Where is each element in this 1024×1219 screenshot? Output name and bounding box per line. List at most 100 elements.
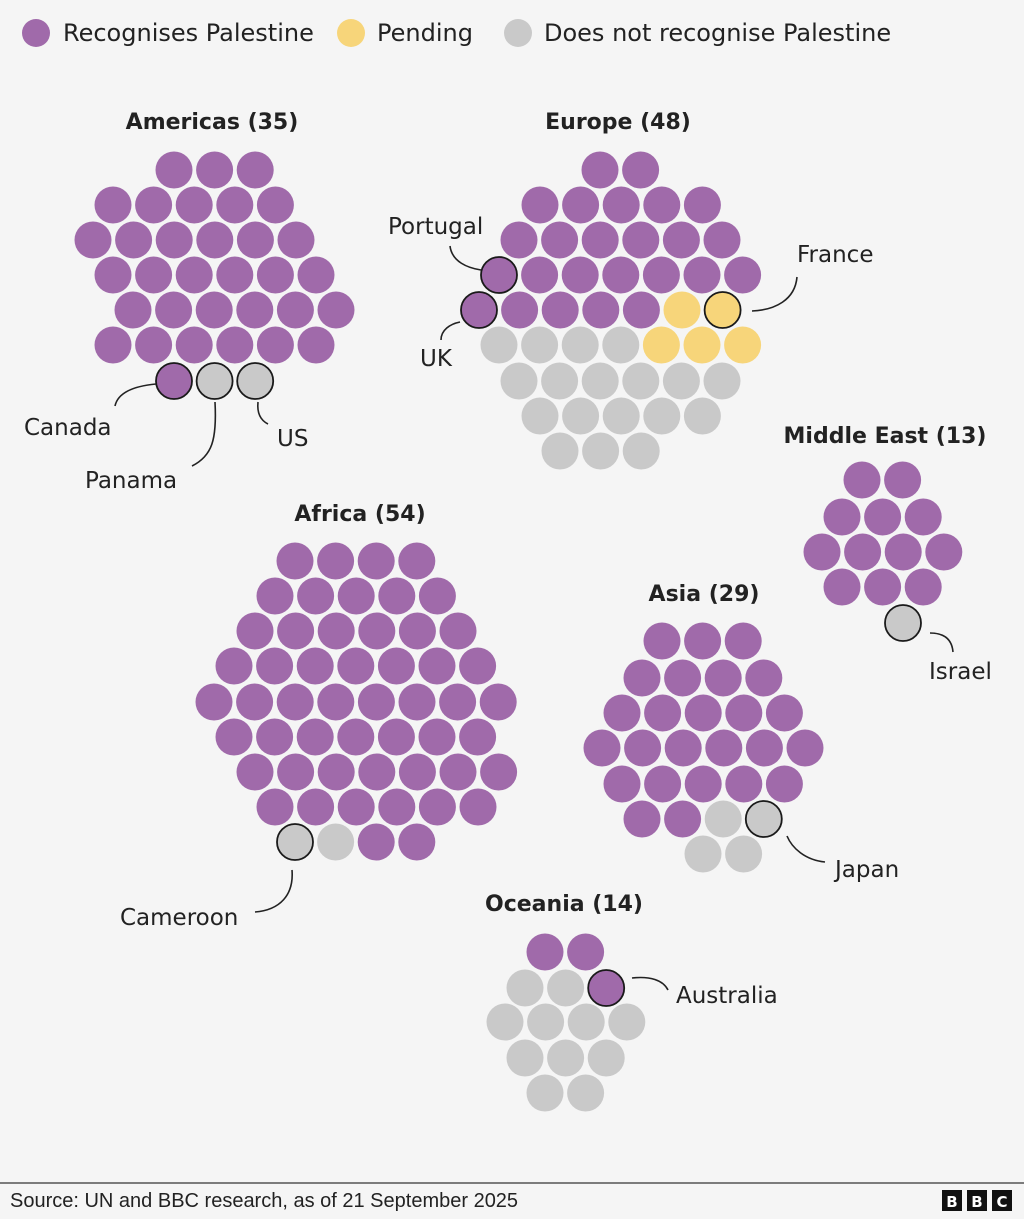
country-dot-recognises bbox=[337, 647, 375, 685]
country-dot-recognises bbox=[337, 788, 375, 826]
country-dot-recognises bbox=[357, 823, 395, 861]
country-dot-recognises bbox=[864, 568, 902, 606]
country-dot-recognises bbox=[296, 647, 334, 685]
label-us: US bbox=[277, 426, 308, 452]
country-dot-recognises bbox=[317, 291, 355, 329]
country-dot-recognises bbox=[581, 221, 619, 259]
country-dot-recognises bbox=[256, 647, 294, 685]
country-dot-recognises bbox=[378, 788, 416, 826]
country-dot-not-recognise bbox=[704, 800, 742, 838]
country-dot-recognises bbox=[398, 753, 436, 791]
region-title: Europe (48) bbox=[545, 110, 691, 135]
region-europe: Europe (48) bbox=[460, 110, 762, 470]
country-dot-recognises bbox=[277, 753, 315, 791]
country-dot-not-recognise bbox=[500, 362, 538, 400]
country-dot-uk bbox=[460, 291, 498, 329]
country-dot-recognises bbox=[705, 729, 743, 767]
country-dot-recognises bbox=[623, 659, 661, 697]
label-australia: Australia bbox=[676, 983, 778, 1009]
country-dot-recognises bbox=[236, 612, 274, 650]
country-dot-recognises bbox=[724, 256, 762, 294]
country-dot-recognises bbox=[357, 542, 395, 580]
country-dot-recognises bbox=[521, 256, 559, 294]
country-dot-recognises bbox=[418, 718, 456, 756]
region-africa: Africa (54) bbox=[195, 502, 518, 861]
country-dot-recognises bbox=[643, 622, 681, 660]
country-dot-recognises bbox=[642, 256, 680, 294]
country-dot-recognises bbox=[603, 765, 641, 803]
country-dot-recognises bbox=[843, 461, 881, 499]
country-dot-recognises bbox=[155, 151, 193, 189]
country-dot-not-recognise bbox=[486, 1003, 524, 1041]
label-portugal: Portugal bbox=[388, 214, 483, 240]
country-dot-recognises bbox=[377, 647, 415, 685]
country-dot-recognises bbox=[439, 683, 477, 721]
country-dot-not-recognise bbox=[480, 326, 518, 364]
leader-line-israel bbox=[929, 632, 954, 653]
country-dot-recognises bbox=[297, 256, 335, 294]
legend: Recognises Palestine Pending Does not re… bbox=[22, 19, 891, 47]
country-dot-recognises bbox=[216, 186, 254, 224]
leader-line-australia bbox=[631, 976, 669, 991]
country-dot-recognises bbox=[155, 291, 193, 329]
country-dot-recognises bbox=[803, 533, 841, 571]
country-dot-recognises bbox=[561, 256, 599, 294]
svg-text:B: B bbox=[971, 1193, 982, 1211]
region-title: Middle East (13) bbox=[784, 424, 987, 449]
country-dot-recognises bbox=[724, 622, 762, 660]
country-dot-recognises bbox=[317, 542, 355, 580]
source-note: Source: UN and BBC research, as of 21 Se… bbox=[10, 1190, 518, 1212]
country-dot-recognises bbox=[823, 568, 861, 606]
country-dot-recognises bbox=[215, 718, 253, 756]
country-dot-recognises bbox=[541, 291, 579, 329]
country-labels: Portugal UK France Canada Panama US Isra… bbox=[24, 214, 992, 1009]
country-dot-recognises bbox=[398, 683, 436, 721]
country-dot-recognises bbox=[624, 729, 662, 767]
svg-text:C: C bbox=[996, 1193, 1007, 1211]
country-dot-recognises bbox=[864, 498, 902, 536]
country-dot-recognises bbox=[256, 256, 294, 294]
country-dot-recognises bbox=[602, 256, 640, 294]
country-dot-recognises bbox=[256, 718, 294, 756]
country-dot-not-recognise bbox=[317, 823, 355, 861]
country-dot-recognises bbox=[256, 577, 294, 615]
country-dot-not-recognise bbox=[602, 326, 640, 364]
country-dot-canada bbox=[155, 362, 193, 400]
country-dot-recognises bbox=[236, 221, 274, 259]
legend-label-not-recognise: Does not recognise Palestine bbox=[544, 19, 891, 47]
region-middle-east: Middle East (13) bbox=[784, 424, 987, 642]
country-dot-recognises bbox=[94, 256, 132, 294]
country-dot-recognises bbox=[418, 788, 456, 826]
country-dot-recognises bbox=[358, 612, 396, 650]
leader-line-japan bbox=[786, 835, 826, 863]
bbc-logo: B B C bbox=[942, 1190, 1012, 1211]
country-dot-recognises bbox=[135, 186, 173, 224]
country-dot-recognises bbox=[357, 683, 395, 721]
country-dot-not-recognise bbox=[506, 969, 544, 1007]
country-dot-japan bbox=[744, 800, 783, 838]
legend-swatch-pending bbox=[337, 19, 365, 47]
country-dot-recognises bbox=[786, 729, 824, 767]
country-dot-not-recognise bbox=[562, 397, 600, 435]
country-dot-recognises bbox=[297, 326, 335, 364]
leader-line-portugal bbox=[449, 245, 482, 271]
country-dot-recognises bbox=[236, 753, 274, 791]
country-dot-recognises bbox=[704, 659, 742, 697]
country-dot-recognises bbox=[216, 256, 254, 294]
country-dot-recognises bbox=[683, 186, 721, 224]
country-dot-recognises bbox=[500, 221, 538, 259]
country-dot-recognises bbox=[745, 659, 783, 697]
country-dot-recognises bbox=[175, 326, 213, 364]
region-oceania: Oceania (14) bbox=[485, 892, 646, 1112]
label-cameroon: Cameroon bbox=[120, 905, 238, 931]
country-dot-recognises bbox=[459, 788, 497, 826]
country-dot-recognises bbox=[439, 753, 477, 791]
country-dot-recognises bbox=[94, 186, 132, 224]
leader-line-panama bbox=[191, 401, 217, 467]
country-dot-recognises bbox=[644, 765, 682, 803]
country-dot-recognises bbox=[582, 291, 620, 329]
country-dot-recognises bbox=[823, 498, 861, 536]
country-dot-not-recognise bbox=[622, 362, 660, 400]
country-dot-recognises bbox=[683, 256, 721, 294]
country-dot-recognises bbox=[745, 729, 783, 767]
